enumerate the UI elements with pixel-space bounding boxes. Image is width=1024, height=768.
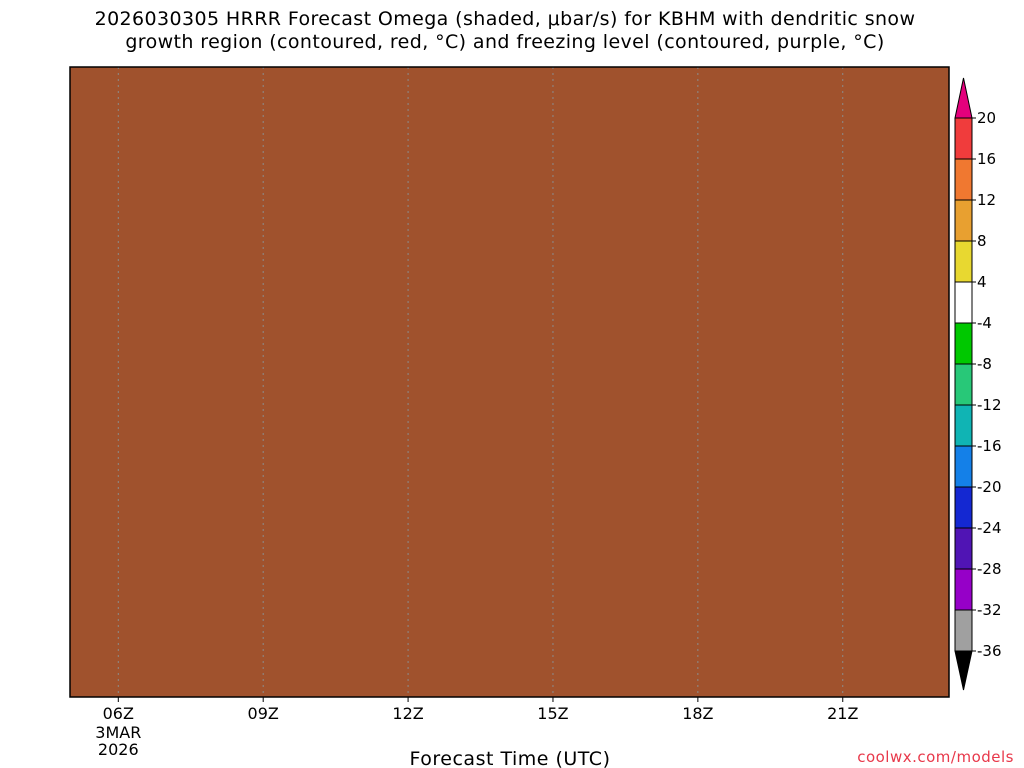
x-tick-label-12Z: 12Z: [392, 704, 423, 723]
colorbar-label-9: -20: [977, 478, 1002, 496]
colorbar-segment-7: [954, 363, 973, 406]
colorbar-segment-6: [954, 322, 973, 365]
colorbar-label-2: 12: [977, 191, 996, 209]
colorbar-segment-5: [954, 281, 973, 324]
ground-layer: [70, 67, 949, 697]
x-tick-sublabel-year: 2026: [98, 740, 139, 759]
colorbar-segment-10: [954, 486, 973, 529]
x-tick-label-06Z: 06Z: [103, 704, 134, 723]
colorbar-segment-12: [954, 568, 973, 611]
x-tick-label-21Z: 21Z: [827, 704, 858, 723]
colorbar-top-arrow: [954, 77, 973, 119]
x-tick-label-18Z: 18Z: [682, 704, 713, 723]
colorbar-label-3: 8: [977, 232, 987, 250]
chart-title-line1: 2026030305 HRRR Forecast Omega (shaded, …: [94, 8, 916, 30]
chart-title-line2: growth region (contoured, red, °C) and f…: [125, 31, 885, 53]
colorbar-label-1: 16: [977, 150, 996, 168]
colorbar-label-7: -12: [977, 396, 1002, 414]
x-tick-label-15Z: 15Z: [537, 704, 568, 723]
colorbar-label-11: -28: [977, 560, 1002, 578]
colorbar-label-5: -4: [977, 314, 992, 332]
plot-frame: [69, 66, 950, 698]
colorbar-label-10: -24: [977, 519, 1002, 537]
colorbar-bottom-arrow: [954, 650, 973, 691]
colorbar-segment-1: [954, 117, 973, 160]
colorbar-label-13: -36: [977, 642, 1002, 660]
colorbar-segment-9: [954, 445, 973, 488]
credit-text: coolwx.com/models: [857, 748, 1014, 766]
colorbar-segment-2: [954, 158, 973, 201]
colorbar-label-4: 4: [977, 273, 987, 291]
colorbar-label-8: -16: [977, 437, 1002, 455]
colorbar-label-12: -32: [977, 601, 1002, 619]
colorbar-segment-13: [954, 609, 973, 652]
colorbar-label-6: -8: [977, 355, 992, 373]
x-tick-label-09Z: 09Z: [248, 704, 279, 723]
x-axis-label: Forecast Time (UTC): [410, 748, 611, 768]
colorbar-segment-4: [954, 240, 973, 283]
colorbar-segment-8: [954, 404, 973, 447]
chart-title: 2026030305 HRRR Forecast Omega (shaded, …: [0, 8, 1010, 54]
colorbar-label-0: 20: [977, 109, 996, 127]
colorbar: 20 16 12 8 4 -4 -8 -12 -16 -20 -24 -28 -32 -36: [954, 77, 1002, 691]
ground-fill: [70, 67, 949, 697]
x-tick-sublabel-date: 3MAR: [95, 723, 141, 742]
colorbar-segment-3: [954, 199, 973, 242]
colorbar-segment-11: [954, 527, 973, 570]
